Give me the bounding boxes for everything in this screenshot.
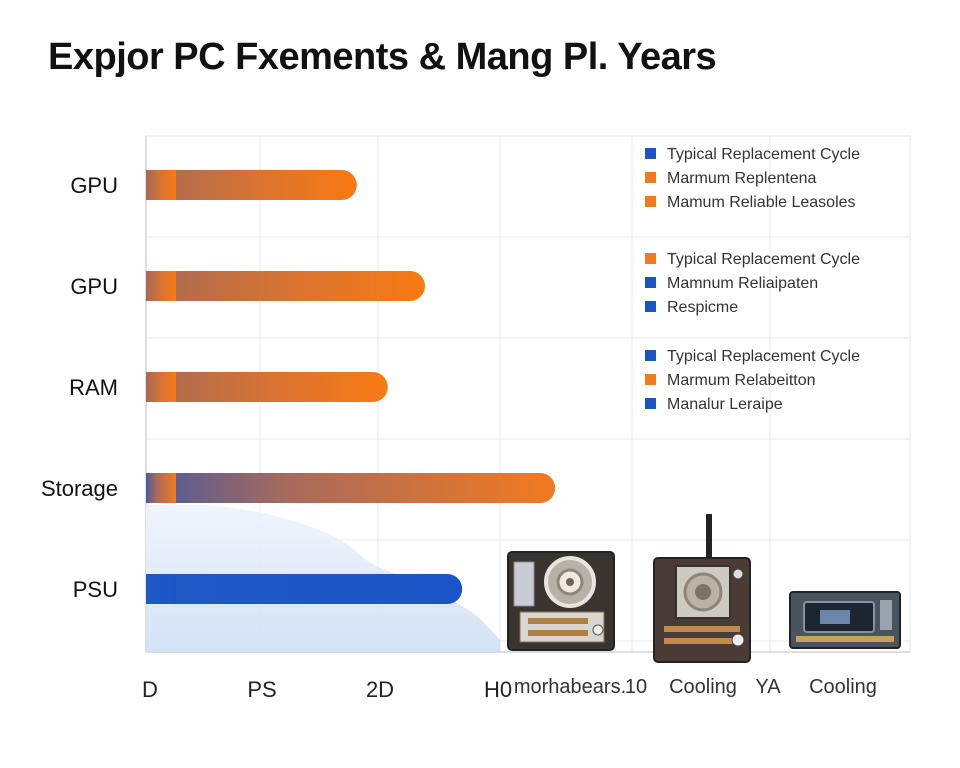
legend-label-2-2: Manalur Leraipe [667,396,783,413]
bar-3 [146,473,556,503]
x-tick-label-0: D [142,677,158,702]
legend-swatch-2-0 [645,350,656,361]
legend-swatch-2-2 [645,398,656,409]
legend: Typical Replacement Cycle Marmum Replente… [645,146,860,413]
legend-swatch-1-1 [645,277,656,288]
component-labels: morhabears.10 Cooling YA Cooling [514,676,877,698]
cooling-fan-board-icon [653,514,751,663]
category-label-4: PSU [73,577,118,602]
bar-base-0 [146,170,176,200]
legend-label-2-0: Typical Replacement Cycle [667,348,860,365]
bar-1 [146,271,425,301]
bars [146,170,556,604]
legend-label-1-2: Respicme [667,299,738,316]
x-tick-label-1: PS [247,677,276,702]
component-label-0: morhabears. [514,676,626,698]
bar-base-4 [146,574,176,604]
legend-label-2-1: Marmum Relabeitton [667,372,816,389]
legend-label-0-2: Mamum Reliable Leasoles [667,194,856,211]
component-label-1: 10 [625,676,647,698]
legend-label-1-0: Typical Replacement Cycle [667,251,860,268]
category-label-1: GPU [70,274,118,299]
category-label-2: RAM [69,375,118,400]
legend-label-0-1: Marmum Replentena [667,170,817,187]
category-label-0: GPU [70,173,118,198]
category-labels: GPU GPU RAM Storage PSU [41,173,118,602]
legend-label-1-1: Mamnum Reliaipaten [667,275,818,292]
x-tick-label-2: 2D [366,677,394,702]
bar-0 [146,170,357,200]
bar-base-2 [146,372,176,402]
legend-swatch-0-0 [645,148,656,159]
chart-title: Expjor PC Fxements & Mang Pl. Years [48,36,717,78]
legend-swatch-0-1 [645,172,656,183]
legend-swatch-0-2 [645,196,656,207]
bar-base-3 [146,473,176,503]
legend-swatch-1-0 [645,253,656,264]
legend-label-0-0: Typical Replacement Cycle [667,146,860,163]
bar-2 [146,372,388,402]
component-label-4: Cooling [809,676,877,698]
gpu-card-icon [789,591,901,649]
motherboard-chip-icon [507,551,615,651]
x-tick-label-3: H0 [484,677,512,702]
x-tick-labels: D PS 2D H0 [142,677,512,702]
category-label-3: Storage [41,476,118,501]
component-label-2: Cooling [669,676,737,698]
legend-swatch-2-1 [645,374,656,385]
component-label-3: YA [755,676,781,698]
legend-swatch-1-2 [645,301,656,312]
bar-4 [146,574,463,604]
bar-base-1 [146,271,176,301]
